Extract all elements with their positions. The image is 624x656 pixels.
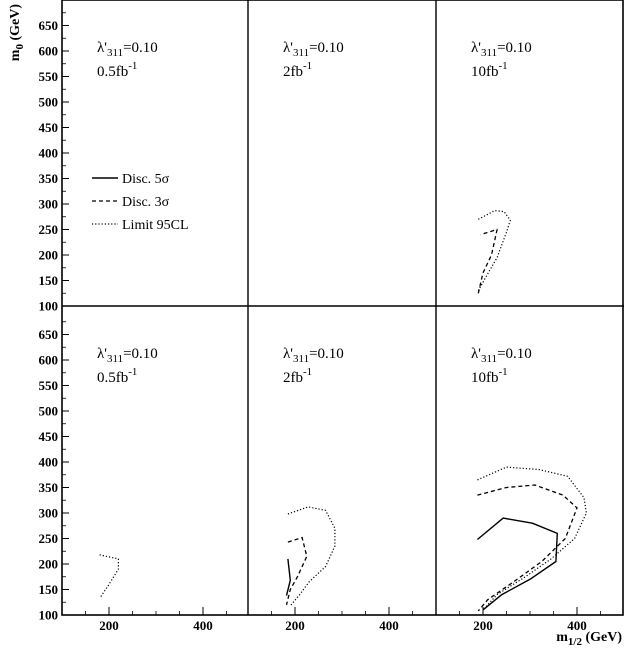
y-tick-label: 300 bbox=[39, 197, 59, 212]
curve-lim-panel-3 bbox=[99, 554, 120, 598]
plot-border bbox=[61, 0, 624, 616]
y-tick-label: 650 bbox=[39, 327, 59, 342]
y-tick-label: 450 bbox=[39, 429, 59, 444]
panel-lambda-label: λ'311=0.10 bbox=[283, 346, 344, 365]
curve-lim-panel-4 bbox=[287, 506, 336, 607]
panel-lambda-label: λ'311=0.10 bbox=[97, 40, 158, 59]
y-tick-label: 150 bbox=[39, 582, 59, 597]
curve-d3-panel-2 bbox=[477, 228, 498, 294]
curve-lim-panel-5 bbox=[477, 466, 588, 611]
curve-d5-panel-4 bbox=[285, 558, 291, 596]
y-tick-label: 300 bbox=[39, 506, 59, 521]
y-tick-label: 400 bbox=[39, 455, 59, 470]
y-tick-label: 550 bbox=[39, 378, 59, 393]
legend: Disc. 5σ Disc. 3σ Limit 95CL bbox=[92, 172, 189, 233]
panel-lumi-label: 2fb-1 bbox=[283, 366, 312, 386]
panel-lumi-label: 10fb-1 bbox=[471, 60, 508, 80]
panel-lambda-label: λ'311=0.10 bbox=[471, 346, 532, 365]
y-tick-label: 250 bbox=[39, 531, 59, 546]
axis-ticks: 100 150 200 250 300 350 400 450 500 550 600 650 100 1… bbox=[39, 12, 601, 633]
y-tick-label: 350 bbox=[39, 480, 59, 495]
curve-lim-panel-2 bbox=[477, 210, 511, 291]
y-tick-label: 200 bbox=[39, 557, 59, 572]
plot-curves bbox=[99, 210, 588, 612]
legend-label-lim: Limit 95CL bbox=[122, 218, 189, 233]
panel-lumi-label: 0.5fb-1 bbox=[97, 366, 137, 386]
y-tick-label: 500 bbox=[39, 95, 59, 110]
y-tick-label: 550 bbox=[39, 69, 59, 84]
panel-lambda-label: λ'311=0.10 bbox=[283, 40, 344, 59]
curve-d3-panel-4 bbox=[285, 536, 308, 605]
y-tick-label: 650 bbox=[39, 18, 59, 33]
y-tick-label: 500 bbox=[39, 404, 59, 419]
x-tick-label: 400 bbox=[193, 618, 213, 633]
panel-lumi-label: 0.5fb-1 bbox=[97, 60, 137, 80]
y-tick-label: 150 bbox=[39, 273, 59, 288]
y-tick-label: 250 bbox=[39, 222, 59, 237]
y-axis-title: m0 (GeV) bbox=[8, 4, 26, 62]
x-tick-label: 400 bbox=[567, 618, 587, 633]
panel-lambda-label: λ'311=0.10 bbox=[97, 346, 158, 365]
panel-lumi-label: 10fb-1 bbox=[471, 366, 508, 386]
panel-labels: λ'311=0.100.5fb-1λ'311=0.102fb-1λ'311=0.… bbox=[97, 40, 532, 386]
panel-lambda-label: λ'311=0.10 bbox=[471, 40, 532, 59]
plot-frame bbox=[61, 0, 624, 616]
legend-label-d3: Disc. 3σ bbox=[122, 195, 170, 210]
y-tick-label: 200 bbox=[39, 248, 59, 263]
panel-lumi-label: 2fb-1 bbox=[283, 60, 312, 80]
x-axis-title: m1/2 (GeV) bbox=[556, 630, 622, 648]
y-tick-label: 600 bbox=[39, 44, 59, 59]
y-tick-label: 100 bbox=[39, 608, 59, 623]
x-tick-label: 200 bbox=[473, 618, 493, 633]
y-tick-label: 450 bbox=[39, 120, 59, 135]
x-tick-label: 200 bbox=[99, 618, 119, 633]
x-tick-label: 400 bbox=[379, 618, 399, 633]
x-tick-label: 200 bbox=[285, 618, 305, 633]
y-tick-label: 100 bbox=[39, 299, 59, 314]
legend-label-d5: Disc. 5σ bbox=[122, 172, 170, 187]
y-tick-label: 400 bbox=[39, 146, 59, 161]
curve-d5-panel-5 bbox=[476, 517, 558, 611]
curve-d3-panel-5 bbox=[477, 484, 578, 612]
y-tick-label: 350 bbox=[39, 171, 59, 186]
axis-titles: m1/2 (GeV) m0 (GeV) bbox=[8, 4, 622, 648]
y-tick-label: 600 bbox=[39, 353, 59, 368]
